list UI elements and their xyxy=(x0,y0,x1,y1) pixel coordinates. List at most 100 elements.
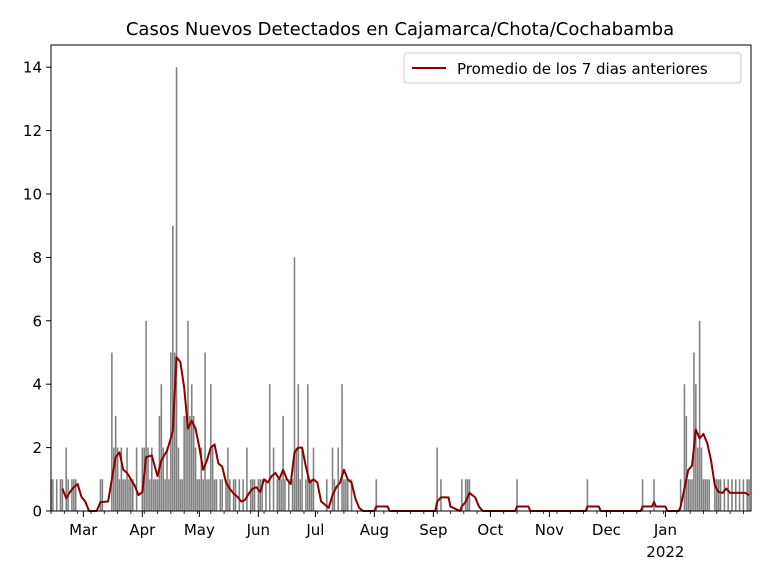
x-tick-label: Dec xyxy=(592,521,621,539)
bar xyxy=(154,479,157,511)
bar xyxy=(238,479,241,511)
y-tick-label: 4 xyxy=(32,376,42,394)
bar xyxy=(717,479,720,511)
bar xyxy=(204,352,206,511)
bar xyxy=(111,352,113,511)
bar xyxy=(156,479,159,511)
bar xyxy=(166,447,168,511)
bar xyxy=(295,447,298,511)
bar xyxy=(305,479,307,511)
bar xyxy=(160,384,163,511)
bar xyxy=(162,447,165,511)
bar xyxy=(723,479,726,511)
bar xyxy=(735,479,737,511)
bar xyxy=(706,479,709,511)
bar xyxy=(179,479,182,511)
bar xyxy=(350,479,353,511)
x-axis: Mar Apr May Jun Jul Aug Sep Oct Nov Dec Jan 2022 xyxy=(50,511,744,561)
bar xyxy=(122,479,125,511)
bar xyxy=(375,479,378,511)
bar xyxy=(308,479,311,511)
bar xyxy=(326,479,328,511)
bar xyxy=(691,479,693,511)
bar xyxy=(331,447,334,511)
bar xyxy=(99,479,102,511)
bar xyxy=(215,479,218,511)
y-tick-label: 0 xyxy=(32,503,42,521)
x-tick-label: May xyxy=(184,521,215,539)
y-tick-label: 10 xyxy=(23,185,42,203)
bar xyxy=(211,447,214,511)
bar xyxy=(124,479,126,511)
bar xyxy=(71,479,73,511)
bar xyxy=(158,415,161,511)
bar xyxy=(687,479,690,511)
bar xyxy=(151,447,153,511)
x-tick-label: Oct xyxy=(477,521,503,539)
bar xyxy=(700,447,703,511)
bar xyxy=(695,384,697,511)
bar xyxy=(693,352,695,511)
bar xyxy=(337,447,340,511)
bar xyxy=(727,479,729,511)
bar xyxy=(280,479,282,511)
bar xyxy=(284,479,286,511)
bar xyxy=(145,320,147,511)
bar xyxy=(689,479,691,511)
x-tick-label: Sep xyxy=(419,521,447,539)
bars-layer xyxy=(50,67,750,511)
bar xyxy=(152,479,155,511)
legend-label: Promedio de los 7 dias anteriores xyxy=(457,60,708,78)
bar xyxy=(261,479,263,511)
y-axis: 0 2 4 6 8 10 12 14 xyxy=(23,59,51,521)
bar xyxy=(232,479,235,511)
bar xyxy=(653,479,655,511)
bar xyxy=(440,479,442,511)
bar xyxy=(126,447,128,511)
bar xyxy=(175,67,178,511)
bar xyxy=(251,479,254,511)
bar xyxy=(310,479,313,511)
bar xyxy=(183,415,185,511)
bar xyxy=(683,384,686,511)
bar xyxy=(192,415,195,511)
bar xyxy=(116,447,119,511)
bar xyxy=(171,225,174,511)
bar xyxy=(206,479,208,511)
bar xyxy=(130,479,132,511)
bar xyxy=(715,479,718,511)
bar xyxy=(194,447,197,511)
bar xyxy=(219,479,222,511)
bar xyxy=(293,257,296,511)
bar xyxy=(259,479,262,511)
bar xyxy=(170,352,172,511)
x-tick-year-label: 2022 xyxy=(646,543,684,561)
bar xyxy=(704,479,707,511)
bar xyxy=(268,384,271,511)
bar xyxy=(229,479,231,511)
bar xyxy=(135,447,138,511)
bar xyxy=(128,479,130,511)
bar xyxy=(147,447,149,511)
bar xyxy=(307,384,309,511)
x-tick-label: Aug xyxy=(360,521,389,539)
bar xyxy=(52,479,54,511)
bar xyxy=(738,479,741,511)
bar xyxy=(345,479,347,511)
bar xyxy=(208,479,210,511)
bar xyxy=(187,320,189,511)
bar xyxy=(181,479,184,511)
bar xyxy=(461,479,463,511)
plot-frame xyxy=(50,44,752,512)
legend: Promedio de los 7 dias anteriores xyxy=(403,52,742,84)
bar xyxy=(714,479,716,511)
bar xyxy=(301,447,303,511)
bar xyxy=(731,479,733,511)
bar xyxy=(225,479,227,511)
bar xyxy=(132,479,134,511)
bar xyxy=(291,479,294,511)
bar xyxy=(55,479,58,511)
bar xyxy=(257,479,260,511)
bar xyxy=(164,479,166,511)
